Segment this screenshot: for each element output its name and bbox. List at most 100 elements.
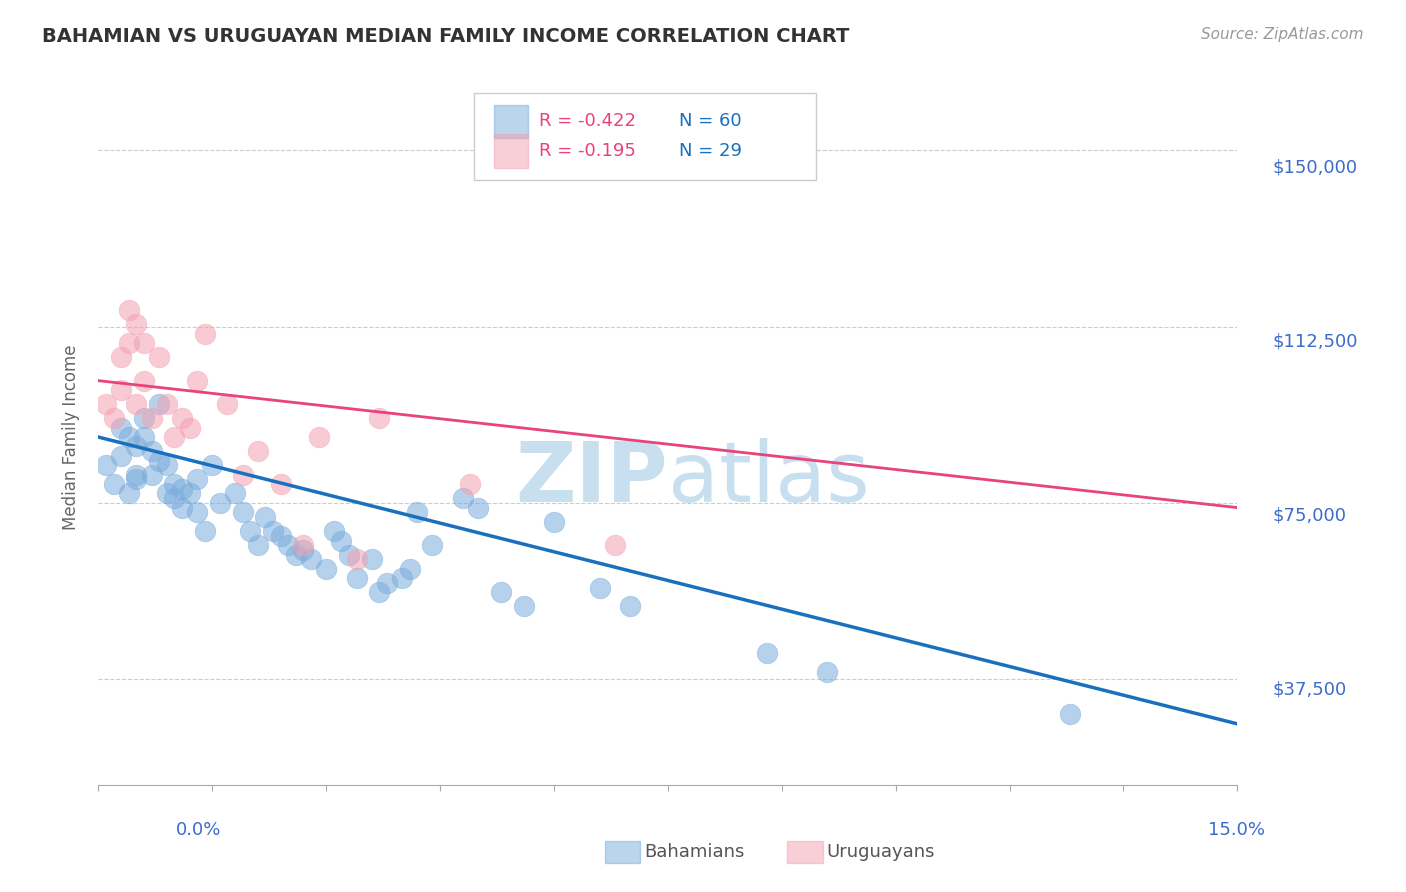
- Point: [755, 646, 778, 660]
- Point: [375, 575, 398, 590]
- Text: R = -0.195: R = -0.195: [538, 142, 636, 161]
- Point: [330, 533, 353, 548]
- Point: [194, 524, 217, 538]
- Point: [201, 458, 224, 473]
- Point: [460, 477, 482, 491]
- Point: [322, 524, 344, 538]
- Point: [103, 411, 125, 425]
- Text: $150,000: $150,000: [1272, 159, 1358, 177]
- Point: [194, 326, 217, 341]
- Point: [232, 505, 254, 519]
- Point: [406, 505, 429, 519]
- Point: [118, 336, 141, 351]
- Point: [217, 397, 239, 411]
- Text: N = 29: N = 29: [679, 142, 742, 161]
- Point: [254, 510, 277, 524]
- Text: BAHAMIAN VS URUGUAYAN MEDIAN FAMILY INCOME CORRELATION CHART: BAHAMIAN VS URUGUAYAN MEDIAN FAMILY INCO…: [42, 27, 849, 45]
- Point: [132, 374, 155, 388]
- Point: [125, 440, 148, 454]
- Point: [110, 449, 132, 463]
- Point: [512, 599, 534, 614]
- Point: [148, 350, 170, 364]
- Point: [346, 571, 368, 585]
- FancyBboxPatch shape: [474, 93, 815, 179]
- Point: [239, 524, 262, 538]
- Text: $37,500: $37,500: [1272, 681, 1347, 698]
- Point: [118, 303, 141, 318]
- FancyBboxPatch shape: [494, 135, 527, 168]
- Text: $112,500: $112,500: [1272, 333, 1358, 351]
- Point: [246, 444, 269, 458]
- Point: [299, 552, 322, 566]
- Text: Uruguayans: Uruguayans: [827, 843, 935, 861]
- Point: [179, 486, 201, 500]
- Point: [315, 562, 337, 576]
- Point: [94, 458, 117, 473]
- Text: N = 60: N = 60: [679, 112, 742, 130]
- Point: [337, 548, 360, 562]
- Point: [489, 585, 512, 599]
- Point: [118, 430, 141, 444]
- Point: [132, 336, 155, 351]
- Text: R = -0.422: R = -0.422: [538, 112, 636, 130]
- Point: [132, 430, 155, 444]
- Point: [170, 500, 193, 515]
- Point: [208, 496, 231, 510]
- Point: [398, 562, 420, 576]
- Point: [451, 491, 474, 506]
- Point: [391, 571, 413, 585]
- Point: [467, 500, 489, 515]
- Point: [422, 538, 444, 552]
- Point: [94, 397, 117, 411]
- Point: [156, 458, 179, 473]
- Point: [588, 581, 610, 595]
- Point: [186, 374, 208, 388]
- Point: [110, 420, 132, 434]
- Point: [232, 467, 254, 482]
- Point: [186, 472, 208, 486]
- Point: [170, 411, 193, 425]
- Point: [1059, 707, 1081, 722]
- Point: [156, 397, 179, 411]
- Point: [292, 542, 315, 557]
- Point: [179, 420, 201, 434]
- Point: [246, 538, 269, 552]
- Point: [156, 486, 179, 500]
- Point: [308, 430, 330, 444]
- Point: [368, 411, 391, 425]
- Point: [619, 599, 641, 614]
- FancyBboxPatch shape: [494, 104, 527, 138]
- Point: [141, 467, 163, 482]
- Point: [186, 505, 208, 519]
- Point: [270, 477, 292, 491]
- Point: [125, 467, 148, 482]
- Text: 0.0%: 0.0%: [176, 821, 221, 838]
- Point: [815, 665, 838, 680]
- Point: [125, 397, 148, 411]
- Point: [110, 350, 132, 364]
- Point: [141, 444, 163, 458]
- Point: [103, 477, 125, 491]
- Point: [284, 548, 307, 562]
- Point: [346, 552, 368, 566]
- Point: [125, 472, 148, 486]
- Point: [125, 318, 148, 332]
- Point: [118, 486, 141, 500]
- Point: [170, 482, 193, 496]
- Point: [163, 430, 186, 444]
- Point: [163, 477, 186, 491]
- Point: [543, 515, 565, 529]
- Point: [368, 585, 391, 599]
- Y-axis label: Median Family Income: Median Family Income: [62, 344, 80, 530]
- Point: [141, 411, 163, 425]
- Point: [132, 411, 155, 425]
- Point: [262, 524, 284, 538]
- Point: [292, 538, 315, 552]
- Point: [270, 529, 292, 543]
- Point: [603, 538, 626, 552]
- Point: [148, 453, 170, 467]
- Text: ZIP: ZIP: [516, 438, 668, 519]
- Point: [755, 162, 778, 177]
- Point: [360, 552, 382, 566]
- Point: [224, 486, 246, 500]
